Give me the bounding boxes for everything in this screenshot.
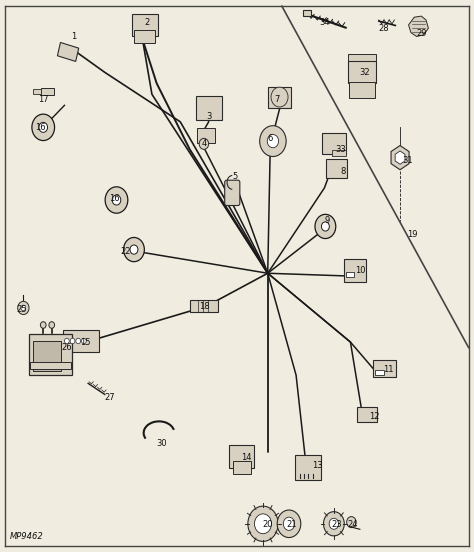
Circle shape <box>248 506 278 542</box>
Circle shape <box>329 518 338 529</box>
Bar <box>346 272 354 277</box>
Circle shape <box>315 214 336 238</box>
Bar <box>30 362 71 369</box>
Text: 15: 15 <box>81 338 91 347</box>
Text: 25: 25 <box>17 305 27 314</box>
Polygon shape <box>409 16 428 36</box>
Circle shape <box>70 338 75 344</box>
Text: 17: 17 <box>38 95 48 104</box>
Circle shape <box>39 123 47 132</box>
Bar <box>135 30 155 44</box>
Circle shape <box>124 237 145 262</box>
Text: 7: 7 <box>274 95 280 104</box>
Text: 20: 20 <box>263 521 273 529</box>
Text: 18: 18 <box>199 302 209 311</box>
Circle shape <box>49 322 55 328</box>
Bar <box>196 95 222 120</box>
Circle shape <box>323 512 344 536</box>
Text: 30: 30 <box>156 439 167 448</box>
Circle shape <box>18 301 29 315</box>
Text: 12: 12 <box>369 412 379 421</box>
Text: MP9462: MP9462 <box>10 532 44 542</box>
Circle shape <box>130 245 138 254</box>
Bar <box>348 54 376 63</box>
Bar <box>326 159 347 178</box>
Text: 19: 19 <box>407 230 417 239</box>
Bar <box>233 461 251 474</box>
Text: 5: 5 <box>232 172 237 182</box>
Text: 29: 29 <box>416 29 427 38</box>
Text: 23: 23 <box>331 521 342 529</box>
Text: 13: 13 <box>312 461 323 470</box>
Circle shape <box>82 338 86 344</box>
Bar <box>349 82 375 98</box>
Bar <box>190 300 218 312</box>
Circle shape <box>64 338 69 344</box>
Bar <box>64 330 99 352</box>
Text: 31: 31 <box>402 156 412 165</box>
Bar <box>344 259 366 282</box>
Circle shape <box>255 514 272 534</box>
Text: 26: 26 <box>62 343 72 352</box>
Text: 32: 32 <box>359 68 370 77</box>
Text: 24: 24 <box>347 521 358 529</box>
Bar <box>29 333 72 375</box>
Circle shape <box>260 126 286 157</box>
Bar <box>33 341 61 371</box>
Bar <box>57 43 79 61</box>
Bar <box>41 88 54 95</box>
Circle shape <box>283 517 295 530</box>
Bar <box>197 128 215 144</box>
Text: 11: 11 <box>383 365 393 374</box>
Circle shape <box>271 87 288 107</box>
Circle shape <box>40 322 46 328</box>
Text: 28: 28 <box>378 24 389 33</box>
Text: 27: 27 <box>104 392 115 402</box>
Circle shape <box>199 139 209 150</box>
Text: 3: 3 <box>206 112 211 121</box>
Bar <box>357 407 377 422</box>
Text: 10: 10 <box>355 266 365 275</box>
Circle shape <box>346 517 356 528</box>
Circle shape <box>112 195 121 205</box>
Text: 2: 2 <box>145 18 150 27</box>
Bar <box>375 370 383 375</box>
Text: 1: 1 <box>71 32 77 41</box>
Text: 6: 6 <box>267 134 273 143</box>
FancyBboxPatch shape <box>225 180 240 205</box>
Circle shape <box>21 305 26 311</box>
Bar <box>303 9 311 16</box>
Bar <box>268 87 291 108</box>
Text: 33: 33 <box>336 145 346 154</box>
Bar <box>322 134 346 155</box>
Circle shape <box>76 338 81 344</box>
Circle shape <box>321 222 329 231</box>
Text: 8: 8 <box>341 167 346 176</box>
Bar <box>348 61 376 83</box>
Circle shape <box>267 135 279 148</box>
Text: 9: 9 <box>324 216 329 225</box>
Bar <box>132 14 158 36</box>
Text: 14: 14 <box>241 453 252 462</box>
Text: 16: 16 <box>36 123 46 132</box>
Circle shape <box>105 187 128 213</box>
Text: 22: 22 <box>121 247 131 256</box>
Bar <box>229 445 254 468</box>
Bar <box>295 455 321 480</box>
Bar <box>331 151 346 156</box>
Bar <box>373 360 396 378</box>
Bar <box>33 89 41 94</box>
Circle shape <box>32 114 55 141</box>
Text: 34: 34 <box>319 18 330 27</box>
Text: 4: 4 <box>201 139 207 148</box>
Text: 16: 16 <box>109 194 119 204</box>
Circle shape <box>277 510 301 538</box>
Text: 21: 21 <box>286 521 297 529</box>
